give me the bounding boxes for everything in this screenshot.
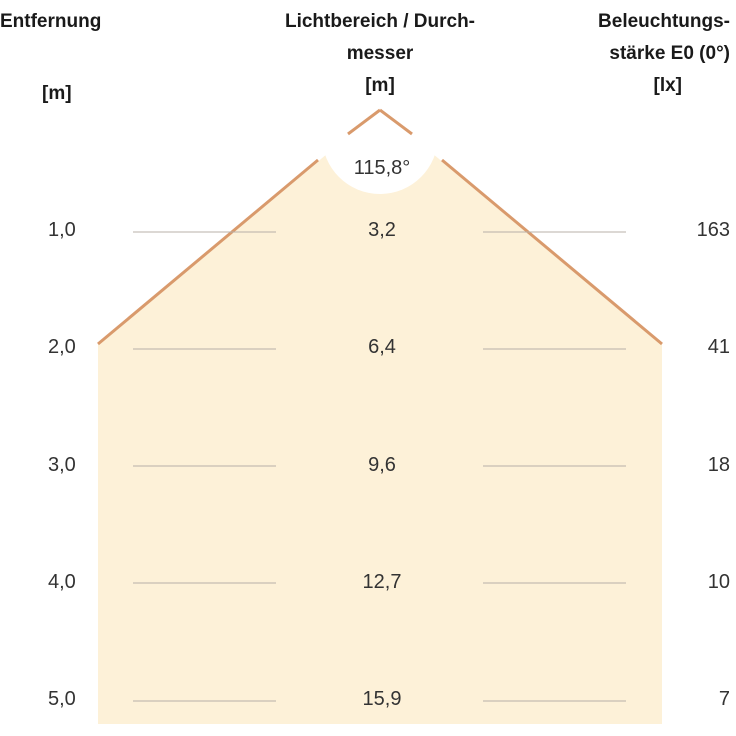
distance-header-unit: [m] <box>42 83 72 104</box>
row-5-distance: 5,0 <box>48 688 76 710</box>
diameter-header-title-line1: Lichtbereich / Durch- <box>284 11 476 32</box>
distance-header: Entfernung [m] <box>0 6 101 110</box>
illuminance-header-title-line2: stärke E0 (0°) <box>609 43 730 64</box>
cone-edge-right <box>441 158 663 346</box>
row-5-diameter: 15,9 <box>362 688 402 710</box>
row-2-distance: 2,0 <box>48 336 76 358</box>
row-3-distance: 3,0 <box>48 454 76 476</box>
diameter-header-unit: [m] <box>365 75 395 96</box>
row-1-diameter: 3,2 <box>368 219 396 241</box>
illuminance-header: Beleuchtungs- stärke E0 (0°) [lx] <box>598 6 730 102</box>
row-4-distance: 4,0 <box>48 571 76 593</box>
light-cone-fill <box>98 110 662 724</box>
row-4-illuminance: 10 <box>707 571 730 593</box>
diameter-header: Lichtbereich / Durch- messer [m] <box>230 6 530 102</box>
cone-edge-right-top <box>379 108 413 136</box>
row-2-diameter: 6,4 <box>368 336 396 358</box>
cone-edge-left-top <box>347 108 381 136</box>
cone-edge-left <box>97 158 319 346</box>
distance-header-title: Entfernung <box>0 11 102 32</box>
angle-label-background <box>322 78 438 194</box>
row-3-illuminance: 18 <box>707 454 730 476</box>
row-5-illuminance: 7 <box>718 688 730 710</box>
diameter-header-title-line2: messer <box>346 43 414 64</box>
row-1-illuminance: 163 <box>696 219 730 241</box>
illuminance-header-title-line1: Beleuchtungs- <box>598 11 730 32</box>
beam-angle-label: 115,8° <box>353 157 411 179</box>
row-4-diameter: 12,7 <box>362 571 402 593</box>
illuminance-header-unit: [lx] <box>653 75 683 96</box>
guide-lines <box>133 231 626 702</box>
row-2-illuminance: 41 <box>707 336 730 358</box>
row-3-diameter: 9,6 <box>368 454 396 476</box>
row-1-distance: 1,0 <box>48 219 76 241</box>
